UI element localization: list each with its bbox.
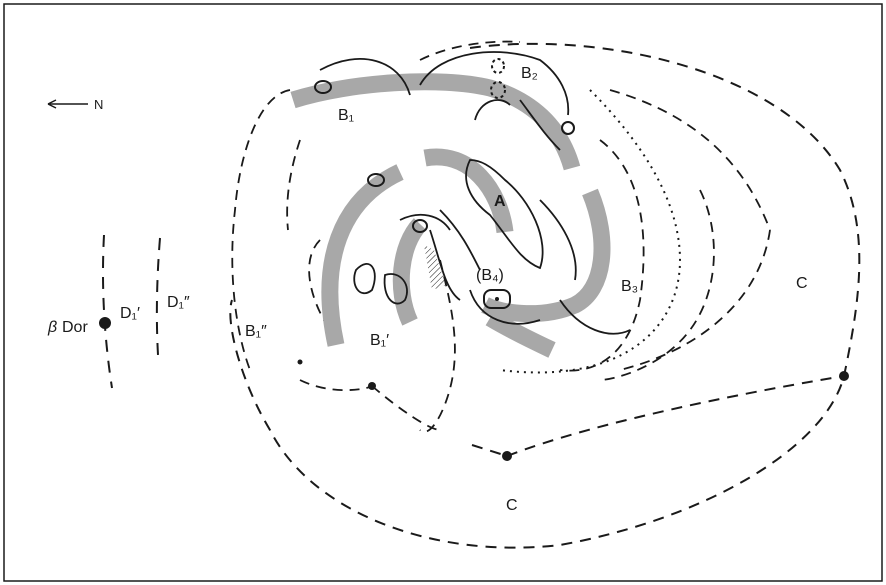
north-arrow-label: N (94, 97, 103, 112)
contour-b1pp (231, 40, 771, 433)
d-contours (102, 234, 161, 389)
arm-b3 (481, 188, 611, 323)
dot-1 (368, 382, 376, 390)
small-dot (297, 359, 303, 365)
arm-b1 (290, 73, 581, 171)
north-arrow: N (47, 97, 103, 112)
dot-3 (839, 371, 849, 381)
loop-3 (412, 219, 428, 233)
spiral-arms (290, 73, 611, 358)
loop-2 (367, 173, 385, 187)
label-b3: B₃ (621, 278, 638, 295)
loop-1 (314, 80, 332, 94)
dot-2 (502, 451, 512, 461)
loop-5 (491, 58, 505, 74)
label-c-bottom: C (506, 497, 518, 514)
loop-6 (561, 121, 575, 135)
loop-b4-box (483, 289, 511, 309)
label-b1-double-prime: B₁″ (245, 323, 267, 340)
hatched-region (424, 245, 446, 290)
marker-dots (99, 297, 849, 461)
solid-contours (319, 51, 631, 335)
figure-frame (3, 3, 883, 582)
label-b2: B₂ (521, 65, 538, 82)
label-b1-prime: B₁′ (370, 332, 389, 349)
label-b4: (B₄) (476, 267, 504, 284)
label-a: A (494, 193, 506, 210)
label-d1-double-prime: D₁″ (167, 294, 190, 311)
contour-dotted (499, 89, 682, 374)
arm-b4-tail (485, 310, 556, 358)
label-c-right: C (796, 275, 808, 292)
label-b1: B₁ (338, 107, 354, 124)
label-beta: β (47, 319, 57, 336)
arm-a (423, 148, 514, 234)
loop-4 (490, 81, 506, 99)
arm-inner-b1p (392, 218, 427, 326)
arm-b1p (321, 164, 404, 347)
small-loops (314, 58, 575, 309)
label-beta-dor: Dor (62, 319, 88, 336)
beta-dor-dot (99, 317, 111, 329)
label-d1-prime: D₁′ (120, 305, 140, 322)
b4-center-dot (495, 297, 499, 301)
contour-c (229, 42, 861, 549)
